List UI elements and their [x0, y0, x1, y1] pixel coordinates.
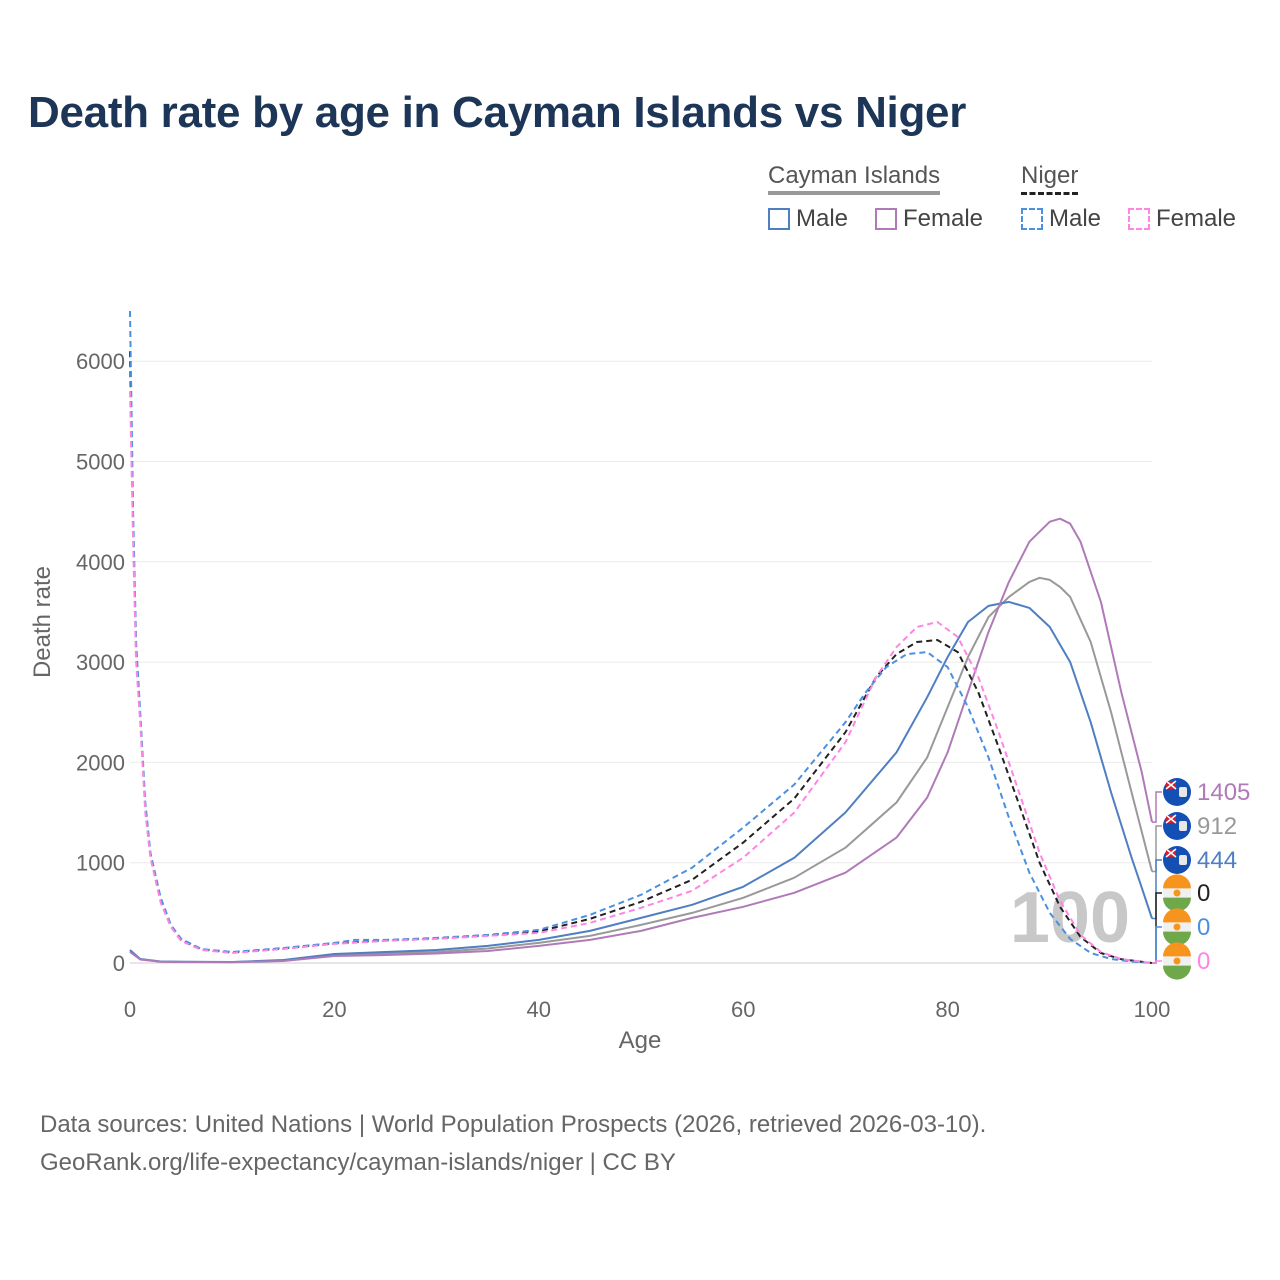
legend-item-niger-male[interactable]: Male	[1021, 205, 1101, 233]
legend-country-niger[interactable]: Niger	[1021, 162, 1079, 195]
legend-solid-line-swatch	[768, 191, 941, 195]
legend-swatch	[1128, 208, 1150, 230]
series-line-niger-male	[129, 310, 1153, 964]
flag-union-cross	[1165, 780, 1177, 790]
x-tick-label: 20	[322, 997, 346, 1022]
cayman-islands-flag-icon	[1163, 812, 1191, 840]
flag-green-band	[1163, 897, 1191, 912]
footer-link[interactable]: GeoRank.org/life-expectancy/cayman-islan…	[40, 1149, 676, 1176]
flag-orange-band	[1163, 908, 1191, 923]
flag-orange-band	[1163, 874, 1191, 889]
end-label-connector	[1152, 960, 1162, 964]
y-tick-label: 5000	[76, 450, 125, 475]
x-axis: 0 20 40 60 80 100	[124, 997, 1170, 1022]
legend-swatch	[768, 208, 790, 230]
niger-flag-icon	[1163, 874, 1191, 912]
flag-sun	[1173, 923, 1181, 931]
flag-shield	[1179, 821, 1187, 831]
x-tick-label: 0	[124, 997, 136, 1022]
y-tick-label: 6000	[76, 349, 125, 374]
flag-green-band	[1163, 931, 1191, 946]
x-tick-label: 60	[731, 997, 755, 1022]
y-tick-label: 0	[113, 951, 125, 976]
flag-union-cross	[1165, 814, 1177, 824]
end-label-connector	[1152, 859, 1162, 920]
footer: Data sources: United Nations | World Pop…	[40, 1106, 986, 1182]
flag-sun	[1173, 957, 1181, 965]
y-tick-label: 1000	[76, 851, 125, 876]
end-value-label: 1405	[1197, 779, 1250, 806]
legend-item-niger-female[interactable]: Female	[1128, 205, 1236, 233]
flag-sun	[1173, 889, 1181, 897]
end-value-label: 912	[1197, 813, 1237, 840]
series-line-niger-total	[129, 351, 1153, 964]
end-label-connector	[1152, 892, 1162, 964]
legend-swatch	[1021, 208, 1043, 230]
x-axis-label: Age	[619, 1027, 662, 1054]
flag-shield	[1179, 787, 1187, 797]
end-label-connector	[1152, 926, 1162, 964]
legend: Cayman Islands Niger Male Female Male Fe…	[0, 0, 1280, 260]
x-tick-label: 100	[1134, 997, 1171, 1022]
niger-flag-icon	[1163, 942, 1191, 980]
legend-item-cayman-female[interactable]: Female	[875, 205, 983, 233]
x-tick-label: 80	[935, 997, 959, 1022]
year-watermark: 100	[1010, 878, 1130, 958]
y-tick-label: 2000	[76, 750, 125, 775]
flag-green-band	[1163, 965, 1191, 980]
end-label-connector	[1152, 825, 1162, 873]
legend-swatch	[875, 208, 897, 230]
flag-union-cross	[1165, 848, 1177, 858]
end-labels: 1405 912 444 0 0 0	[1152, 778, 1250, 980]
legend-country-cayman[interactable]: Cayman Islands	[768, 162, 941, 195]
end-value-label: 0	[1197, 914, 1210, 941]
y-tick-label: 3000	[76, 650, 125, 675]
series-line-cayman-islands-total	[129, 576, 1153, 964]
footer-sources: Data sources: United Nations | World Pop…	[40, 1111, 987, 1138]
chart-title: Death rate by age in Cayman Islands vs N…	[28, 88, 967, 137]
x-tick-label: 40	[527, 997, 551, 1022]
series-group	[129, 310, 1153, 964]
series-line-niger-female	[129, 391, 1153, 964]
y-axis-label: Death rate	[29, 566, 56, 678]
cayman-islands-flag-icon	[1163, 846, 1191, 874]
cayman-islands-flag-icon	[1163, 778, 1191, 806]
end-value-label: 0	[1197, 948, 1210, 975]
legend-dashed-line-swatch	[1021, 192, 1079, 195]
flag-orange-band	[1163, 942, 1191, 957]
end-value-label: 0	[1197, 880, 1210, 907]
end-value-label: 444	[1197, 847, 1237, 874]
niger-flag-icon	[1163, 908, 1191, 946]
grid	[130, 360, 1152, 964]
y-axis: 0 1000 2000 3000 4000 5000 6000	[76, 349, 125, 976]
legend-item-cayman-male[interactable]: Male	[768, 205, 848, 233]
series-line-cayman-islands-female	[129, 517, 1153, 964]
flag-shield	[1179, 855, 1187, 865]
end-label-connector	[1152, 791, 1162, 823]
y-tick-label: 4000	[76, 550, 125, 575]
